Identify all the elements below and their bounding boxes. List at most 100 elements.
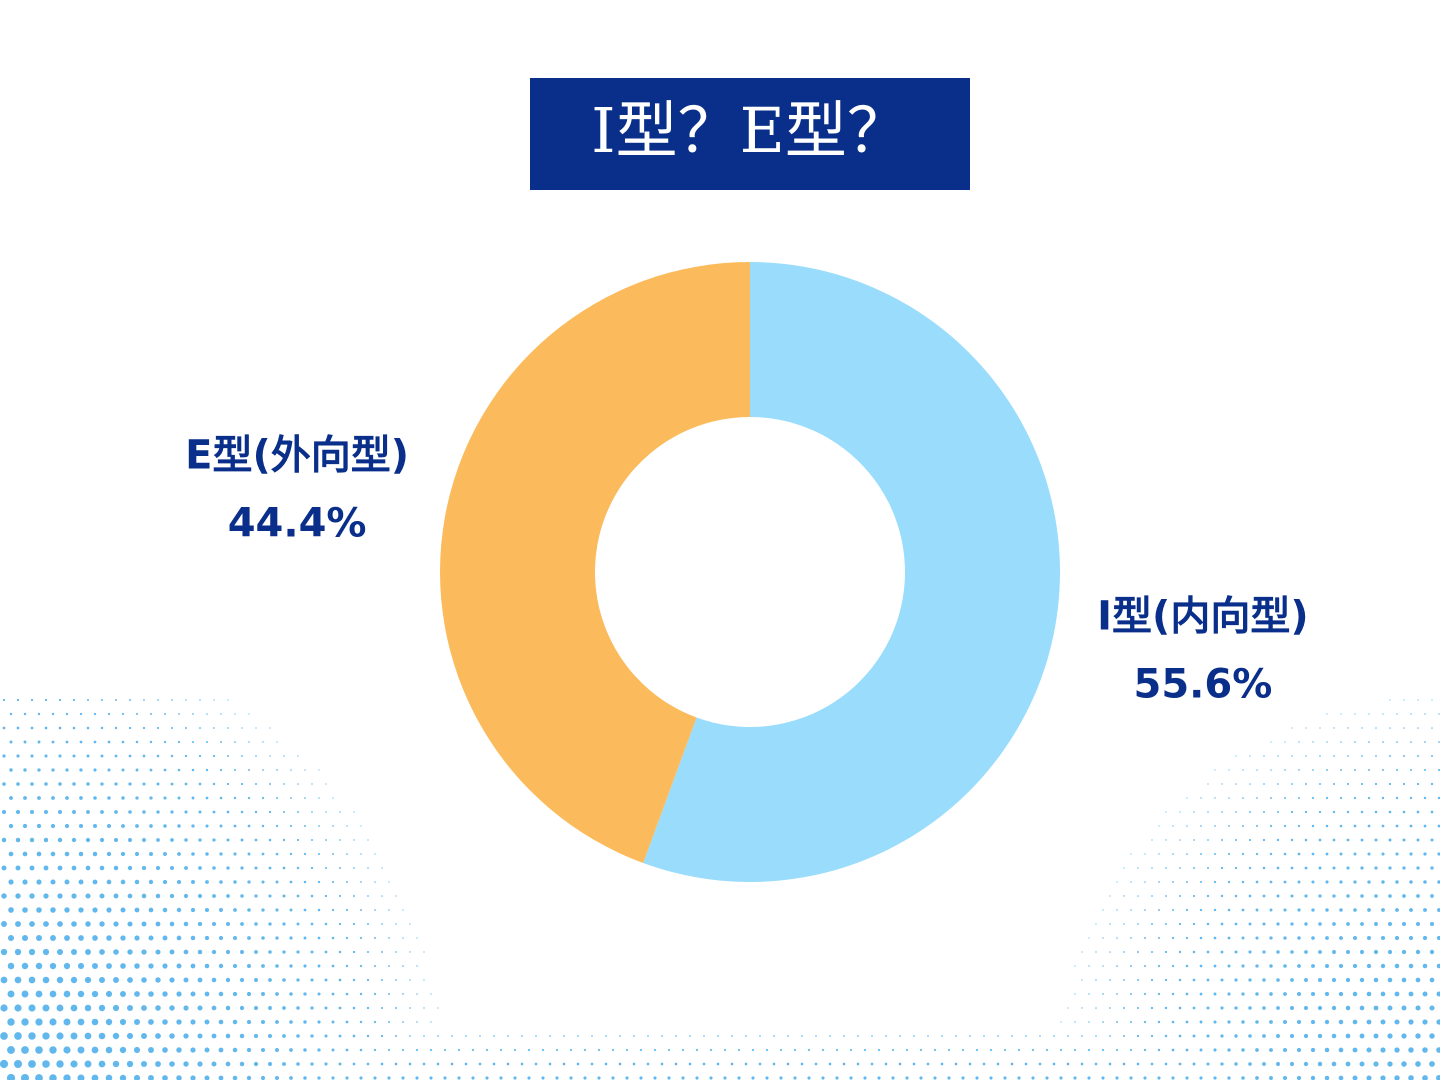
dot xyxy=(1403,727,1405,729)
dot xyxy=(1304,978,1308,982)
dot xyxy=(1381,796,1385,800)
dot xyxy=(402,965,404,967)
dot xyxy=(1158,909,1160,911)
dot xyxy=(1303,1005,1309,1011)
dot xyxy=(162,1047,168,1053)
dot xyxy=(954,1062,958,1066)
dot xyxy=(1129,1020,1133,1024)
dot xyxy=(1409,908,1413,912)
dot xyxy=(37,768,41,772)
dot xyxy=(675,1035,677,1037)
dot xyxy=(57,837,63,843)
dot xyxy=(1333,755,1335,757)
dot xyxy=(1429,1005,1435,1011)
dot xyxy=(268,1006,272,1010)
dot xyxy=(359,992,363,996)
dot xyxy=(133,1046,141,1054)
dot xyxy=(1150,1034,1154,1038)
dot xyxy=(142,810,146,814)
dot xyxy=(232,1047,238,1053)
dot xyxy=(913,1035,915,1037)
dot xyxy=(975,1076,979,1080)
dot xyxy=(318,797,320,799)
dot xyxy=(359,964,363,968)
dot xyxy=(1213,1020,1217,1024)
dot xyxy=(695,1076,699,1080)
dot xyxy=(1395,824,1399,828)
dot xyxy=(134,963,140,969)
dot xyxy=(72,698,76,702)
dot xyxy=(275,880,279,884)
dot xyxy=(183,1033,189,1039)
dot xyxy=(1102,937,1104,939)
dot xyxy=(1375,755,1377,757)
dot xyxy=(84,1032,92,1040)
dot xyxy=(63,1018,71,1026)
dot xyxy=(148,935,154,941)
dot xyxy=(119,1074,127,1080)
dot xyxy=(219,908,223,912)
dot xyxy=(1290,922,1294,926)
dot xyxy=(98,976,106,984)
dot xyxy=(996,1062,1000,1066)
dot xyxy=(135,768,139,772)
dot xyxy=(56,1032,64,1040)
dot xyxy=(1255,1076,1259,1080)
dot xyxy=(58,810,62,814)
dot xyxy=(197,1005,203,1011)
dot xyxy=(1137,895,1139,897)
dot xyxy=(304,797,306,799)
dot xyxy=(388,993,390,995)
dot xyxy=(1282,1047,1288,1053)
dot xyxy=(899,1035,901,1037)
dot xyxy=(1179,867,1181,869)
dot xyxy=(1311,796,1315,800)
dot xyxy=(21,990,29,998)
dot xyxy=(947,1048,951,1052)
dot xyxy=(204,991,210,997)
dot xyxy=(296,922,300,926)
dot xyxy=(296,1034,300,1038)
dot xyxy=(2,782,6,786)
dot xyxy=(1429,949,1435,955)
dot xyxy=(105,1018,113,1026)
dot xyxy=(233,852,237,856)
dot xyxy=(65,712,69,716)
dot xyxy=(240,950,244,954)
dot xyxy=(91,1018,99,1026)
dot xyxy=(70,948,78,956)
dot xyxy=(1304,838,1308,842)
dot xyxy=(177,740,181,744)
dot xyxy=(1331,1005,1337,1011)
dot xyxy=(367,867,369,869)
dot xyxy=(290,769,292,771)
dot xyxy=(1408,1075,1414,1080)
dot xyxy=(737,1048,741,1052)
dot xyxy=(1318,950,1322,954)
dot xyxy=(199,727,201,729)
dot xyxy=(1360,810,1364,814)
dot xyxy=(1116,1021,1118,1023)
dot xyxy=(112,1032,120,1040)
dot xyxy=(1297,908,1301,912)
dot xyxy=(1151,839,1153,841)
dot xyxy=(1437,880,1440,884)
dot xyxy=(969,1035,971,1037)
dot xyxy=(163,768,167,772)
dot xyxy=(310,922,314,926)
dot xyxy=(85,921,91,927)
dot xyxy=(1290,978,1294,982)
dot xyxy=(1193,839,1195,841)
dot xyxy=(121,740,125,744)
dot xyxy=(289,908,293,912)
dot xyxy=(345,992,349,996)
dot xyxy=(227,727,229,729)
dot xyxy=(1171,908,1175,912)
dot xyxy=(241,727,243,729)
dot xyxy=(275,1020,279,1024)
dot xyxy=(422,1062,426,1066)
dot xyxy=(1367,768,1371,772)
dot xyxy=(1401,949,1407,955)
dot xyxy=(255,727,257,729)
value-label: 55.6% xyxy=(1134,662,1273,708)
